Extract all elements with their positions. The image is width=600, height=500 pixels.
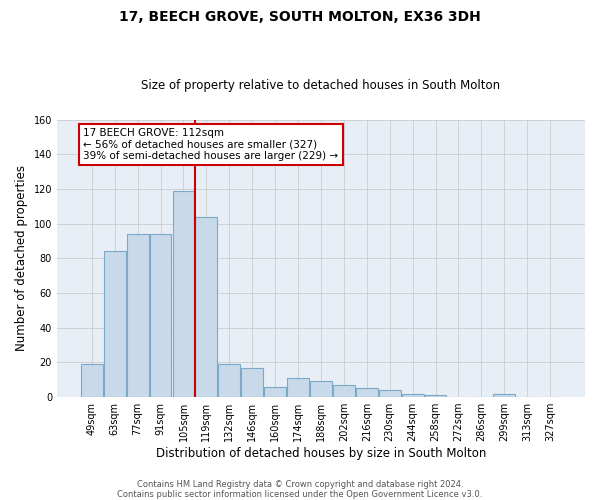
Bar [287,378,309,397]
Bar [402,394,424,397]
Bar [425,396,446,397]
Bar [81,364,103,397]
Bar [173,190,194,397]
Bar [264,386,286,397]
Bar [310,382,332,397]
Text: 17 BEECH GROVE: 112sqm
← 56% of detached houses are smaller (327)
39% of semi-de: 17 BEECH GROVE: 112sqm ← 56% of detached… [83,128,338,161]
Bar [149,234,172,397]
Bar [333,385,355,397]
Y-axis label: Number of detached properties: Number of detached properties [15,166,28,352]
X-axis label: Distribution of detached houses by size in South Molton: Distribution of detached houses by size … [156,447,486,460]
Bar [196,216,217,397]
Text: Contains HM Land Registry data © Crown copyright and database right 2024.: Contains HM Land Registry data © Crown c… [137,480,463,489]
Bar [241,368,263,397]
Text: Contains public sector information licensed under the Open Government Licence v3: Contains public sector information licen… [118,490,482,499]
Bar [379,390,401,397]
Bar [104,252,125,397]
Bar [218,364,240,397]
Title: Size of property relative to detached houses in South Molton: Size of property relative to detached ho… [142,79,500,92]
Bar [493,394,515,397]
Bar [127,234,149,397]
Bar [356,388,377,397]
Text: 17, BEECH GROVE, SOUTH MOLTON, EX36 3DH: 17, BEECH GROVE, SOUTH MOLTON, EX36 3DH [119,10,481,24]
